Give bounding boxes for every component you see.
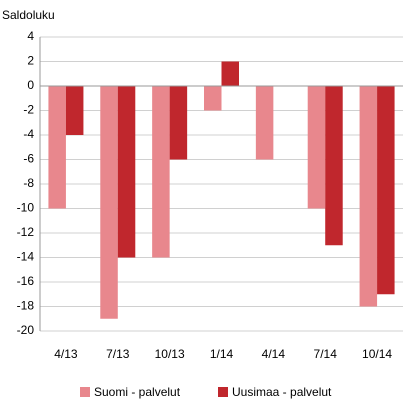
y-tick-label: -12 [17, 225, 35, 239]
bar [152, 86, 170, 258]
y-tick-label: -10 [17, 201, 35, 215]
y-tick-label: 0 [27, 78, 34, 92]
bar [65, 86, 84, 135]
legend-label: Uusimaa - palvelut [232, 385, 332, 399]
y-tick-label: -2 [23, 103, 34, 117]
y-tick-label: 2 [27, 54, 34, 68]
y-tick-label: -18 [17, 299, 35, 313]
bar [48, 86, 66, 209]
y-tick-label: -4 [23, 127, 34, 141]
bar [307, 86, 326, 209]
x-tick-label: 4/14 [262, 347, 286, 361]
y-tick-label: -20 [17, 323, 35, 337]
bar [325, 86, 343, 246]
x-tick-label: 4/13 [54, 347, 78, 361]
y-tick-label: 4 [27, 29, 34, 43]
y-tick-label: -8 [23, 176, 34, 190]
bar [100, 86, 118, 319]
legend-label: Suomi - palvelut [94, 385, 181, 399]
x-tick-label: 7/14 [314, 347, 338, 361]
y-tick-label: -14 [17, 250, 35, 264]
bar [204, 86, 222, 111]
x-tick-label: 7/13 [106, 347, 130, 361]
y-tick-label: -6 [23, 152, 34, 166]
legend-swatch [80, 387, 90, 397]
bar [117, 86, 136, 258]
bar [359, 86, 378, 307]
bar [377, 86, 395, 295]
bar [255, 86, 274, 160]
bar [221, 61, 239, 86]
y-tick-label: -16 [17, 274, 35, 288]
x-tick-label: 10/14 [362, 347, 392, 361]
legend-swatch [218, 387, 228, 397]
y-axis-label: Saldoluku [2, 8, 55, 22]
x-tick-label: 10/13 [155, 347, 185, 361]
bar [169, 86, 188, 160]
x-tick-label: 1/14 [210, 347, 234, 361]
